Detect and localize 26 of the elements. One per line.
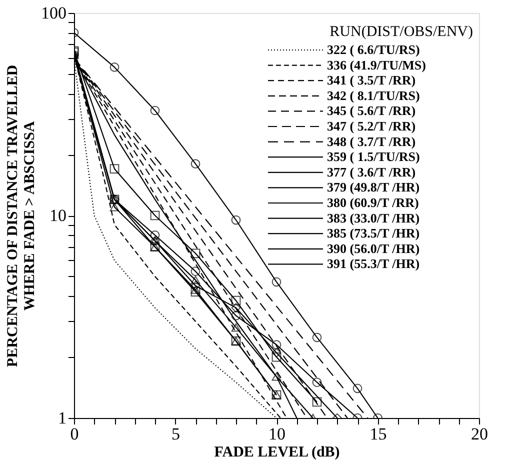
y-axis-title: PERCENTAGE OF DISTANCE TRAVELLED WHERE FADE > ABSCISSA bbox=[5, 64, 38, 368]
legend-title: RUN(DIST/OBS/ENV) bbox=[330, 24, 473, 40]
legend-label: 377 ( 3.6/T /RR) bbox=[327, 164, 416, 180]
legend-label: 379 (49.8/T /HR) bbox=[327, 180, 420, 195]
legend-label: 342 ( 8.1/TU/RS) bbox=[327, 88, 420, 103]
x-tick-label: 10 bbox=[268, 424, 286, 444]
legend-label: 347 ( 5.2/T /RR) bbox=[327, 118, 416, 134]
legend-label: 385 (73.5/T /HR) bbox=[327, 226, 420, 241]
legend-label: 391 (55.3/T /HR) bbox=[327, 256, 420, 272]
legend-label: 383 (33.0/T /HR) bbox=[327, 210, 420, 226]
legend-label: 390 (56.0/T /HR) bbox=[327, 240, 420, 256]
legend-label: 380 (60.9/T /RR) bbox=[327, 195, 419, 210]
x-tick-label: 15 bbox=[370, 424, 387, 444]
y-tick-label: 100 bbox=[41, 4, 66, 22]
legend-label: 341 ( 3.5/T /RR) bbox=[327, 72, 416, 88]
legend-label: 322 ( 6.6/TU/RS) bbox=[327, 42, 420, 57]
x-tick-label: 0 bbox=[70, 424, 79, 444]
legend-label: 345 ( 5.6/T /RR) bbox=[327, 103, 416, 118]
legend-label: 336 (41.9/TU/MS) bbox=[327, 57, 426, 72]
x-tick-label: 5 bbox=[172, 424, 180, 444]
x-tick-label: 20 bbox=[471, 424, 488, 444]
legend-label: 359 ( 1.5/TU/RS) bbox=[327, 149, 420, 164]
x-axis-title: FADE LEVEL (dB) bbox=[214, 444, 340, 460]
y-tick-label: 10 bbox=[50, 206, 66, 225]
y-tick-label: 1 bbox=[58, 408, 66, 428]
legend-label: 348 ( 3.7/T /RR) bbox=[327, 134, 416, 149]
